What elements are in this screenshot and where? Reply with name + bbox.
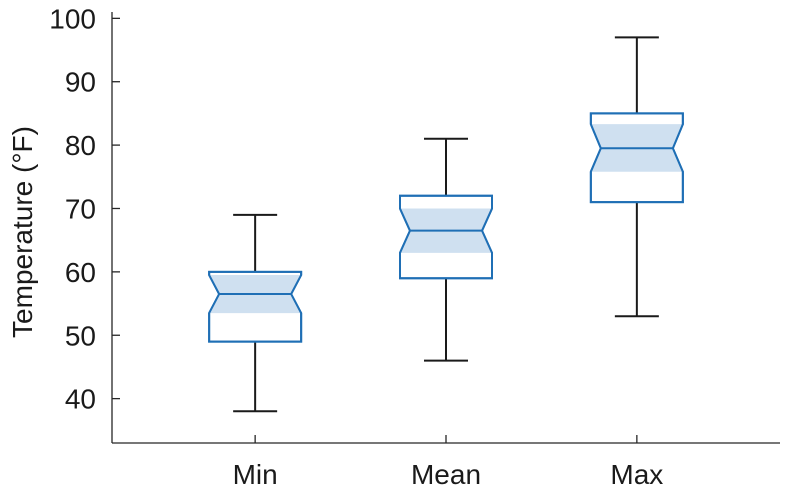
y-tick-label: 70 [65,193,96,224]
y-tick-label: 50 [65,320,96,351]
y-tick-label: 40 [65,384,96,415]
box-max [589,36,684,318]
y-tick-label: 100 [49,3,96,34]
x-tick-label: Mean [411,459,481,490]
x-tick-label: Min [233,459,278,490]
box-min [208,213,303,413]
box-mean [399,137,493,362]
box-outline [589,112,684,204]
y-axis-title: Temperature (°F) [7,126,38,338]
box-outline [208,270,303,343]
box-outline [399,194,493,280]
x-tick-label: Max [610,459,663,490]
ticks: 40 50 60 70 80 90 100 Min Mean Max [49,3,663,490]
y-axis-title-group: Temperature (°F) [7,126,38,338]
boxes [208,36,684,413]
y-tick-label: 60 [65,257,96,288]
y-tick-label: 80 [65,130,96,161]
y-tick-label: 90 [65,67,96,98]
